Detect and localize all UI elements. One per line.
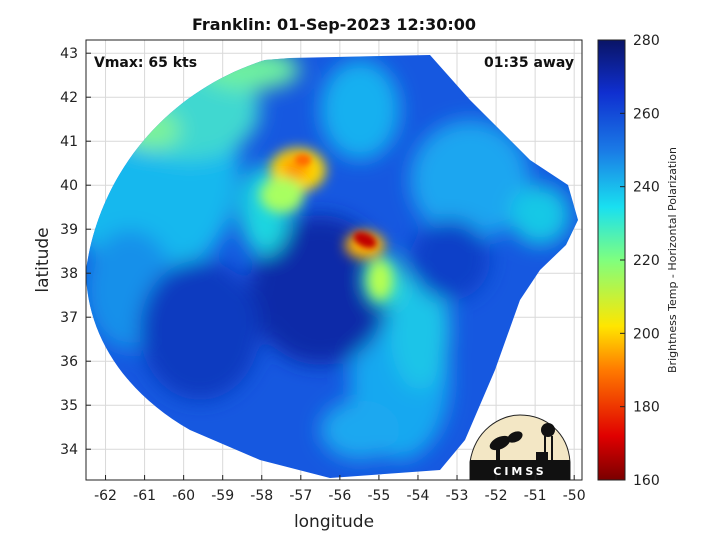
x-tick-label: -60 [172,488,195,504]
x-tick-label: -55 [367,488,390,504]
x-tick-label: -53 [446,488,469,504]
y-tick-label: 39 [60,222,78,238]
x-axis-label: longitude [294,512,374,532]
x-tick-label: -54 [407,488,430,504]
colorbar-tick-label: 220 [633,253,660,269]
colorbar-tick-label: 160 [633,473,660,489]
colorbar-tick-label: 240 [633,180,660,196]
y-tick-label: 43 [60,46,78,62]
x-tick-label: -62 [94,488,117,504]
y-tick-label: 38 [60,266,78,282]
vmax-label: Vmax: 65 kts [94,55,197,71]
plot-area [85,39,583,481]
y-axis-ticks: 43 42 41 40 39 38 37 36 35 34 [60,46,91,458]
y-tick-label: 40 [60,178,78,194]
colorbar-tick-label: 180 [633,400,660,416]
x-tick-label: -58 [250,488,273,504]
colorbar-tick-label: 200 [633,326,660,342]
x-tick-label: -57 [289,488,312,504]
chart-title: Franklin: 01-Sep-2023 12:30:00 [192,15,476,34]
x-tick-label: -59 [211,488,234,504]
logo-text: CIMSS [493,465,546,478]
x-axis-ticks: -62 -61 -60 -59 -58 -57 -56 -55 -54 -53 -52 -51 -50 [94,475,586,504]
y-tick-label: 36 [60,354,78,370]
y-tick-label: 41 [60,134,78,150]
y-axis-label: latitude [33,227,53,292]
x-tick-label: -51 [524,488,547,504]
colorbar-tick-label: 260 [633,106,660,122]
x-tick-label: -56 [328,488,351,504]
y-tick-label: 42 [60,90,78,106]
colorbar-tick-label: 280 [633,33,660,49]
x-tick-label: -50 [563,488,586,504]
colorbar-label: Brightness Temp - Horizontal Polarizatio… [666,147,679,373]
colorbar-ticks: 280 260 240 220 200 180 160 [620,33,660,489]
x-tick-label: -61 [133,488,156,504]
cimss-logo: CIMSS [469,414,571,481]
colorbar: 280 260 240 220 200 180 160 Brightness Temp - … [597,33,679,489]
away-label: 01:35 away [484,55,574,71]
y-tick-label: 34 [60,442,78,458]
y-tick-label: 35 [60,398,78,414]
x-tick-label: -52 [485,488,508,504]
y-tick-label: 37 [60,310,78,326]
